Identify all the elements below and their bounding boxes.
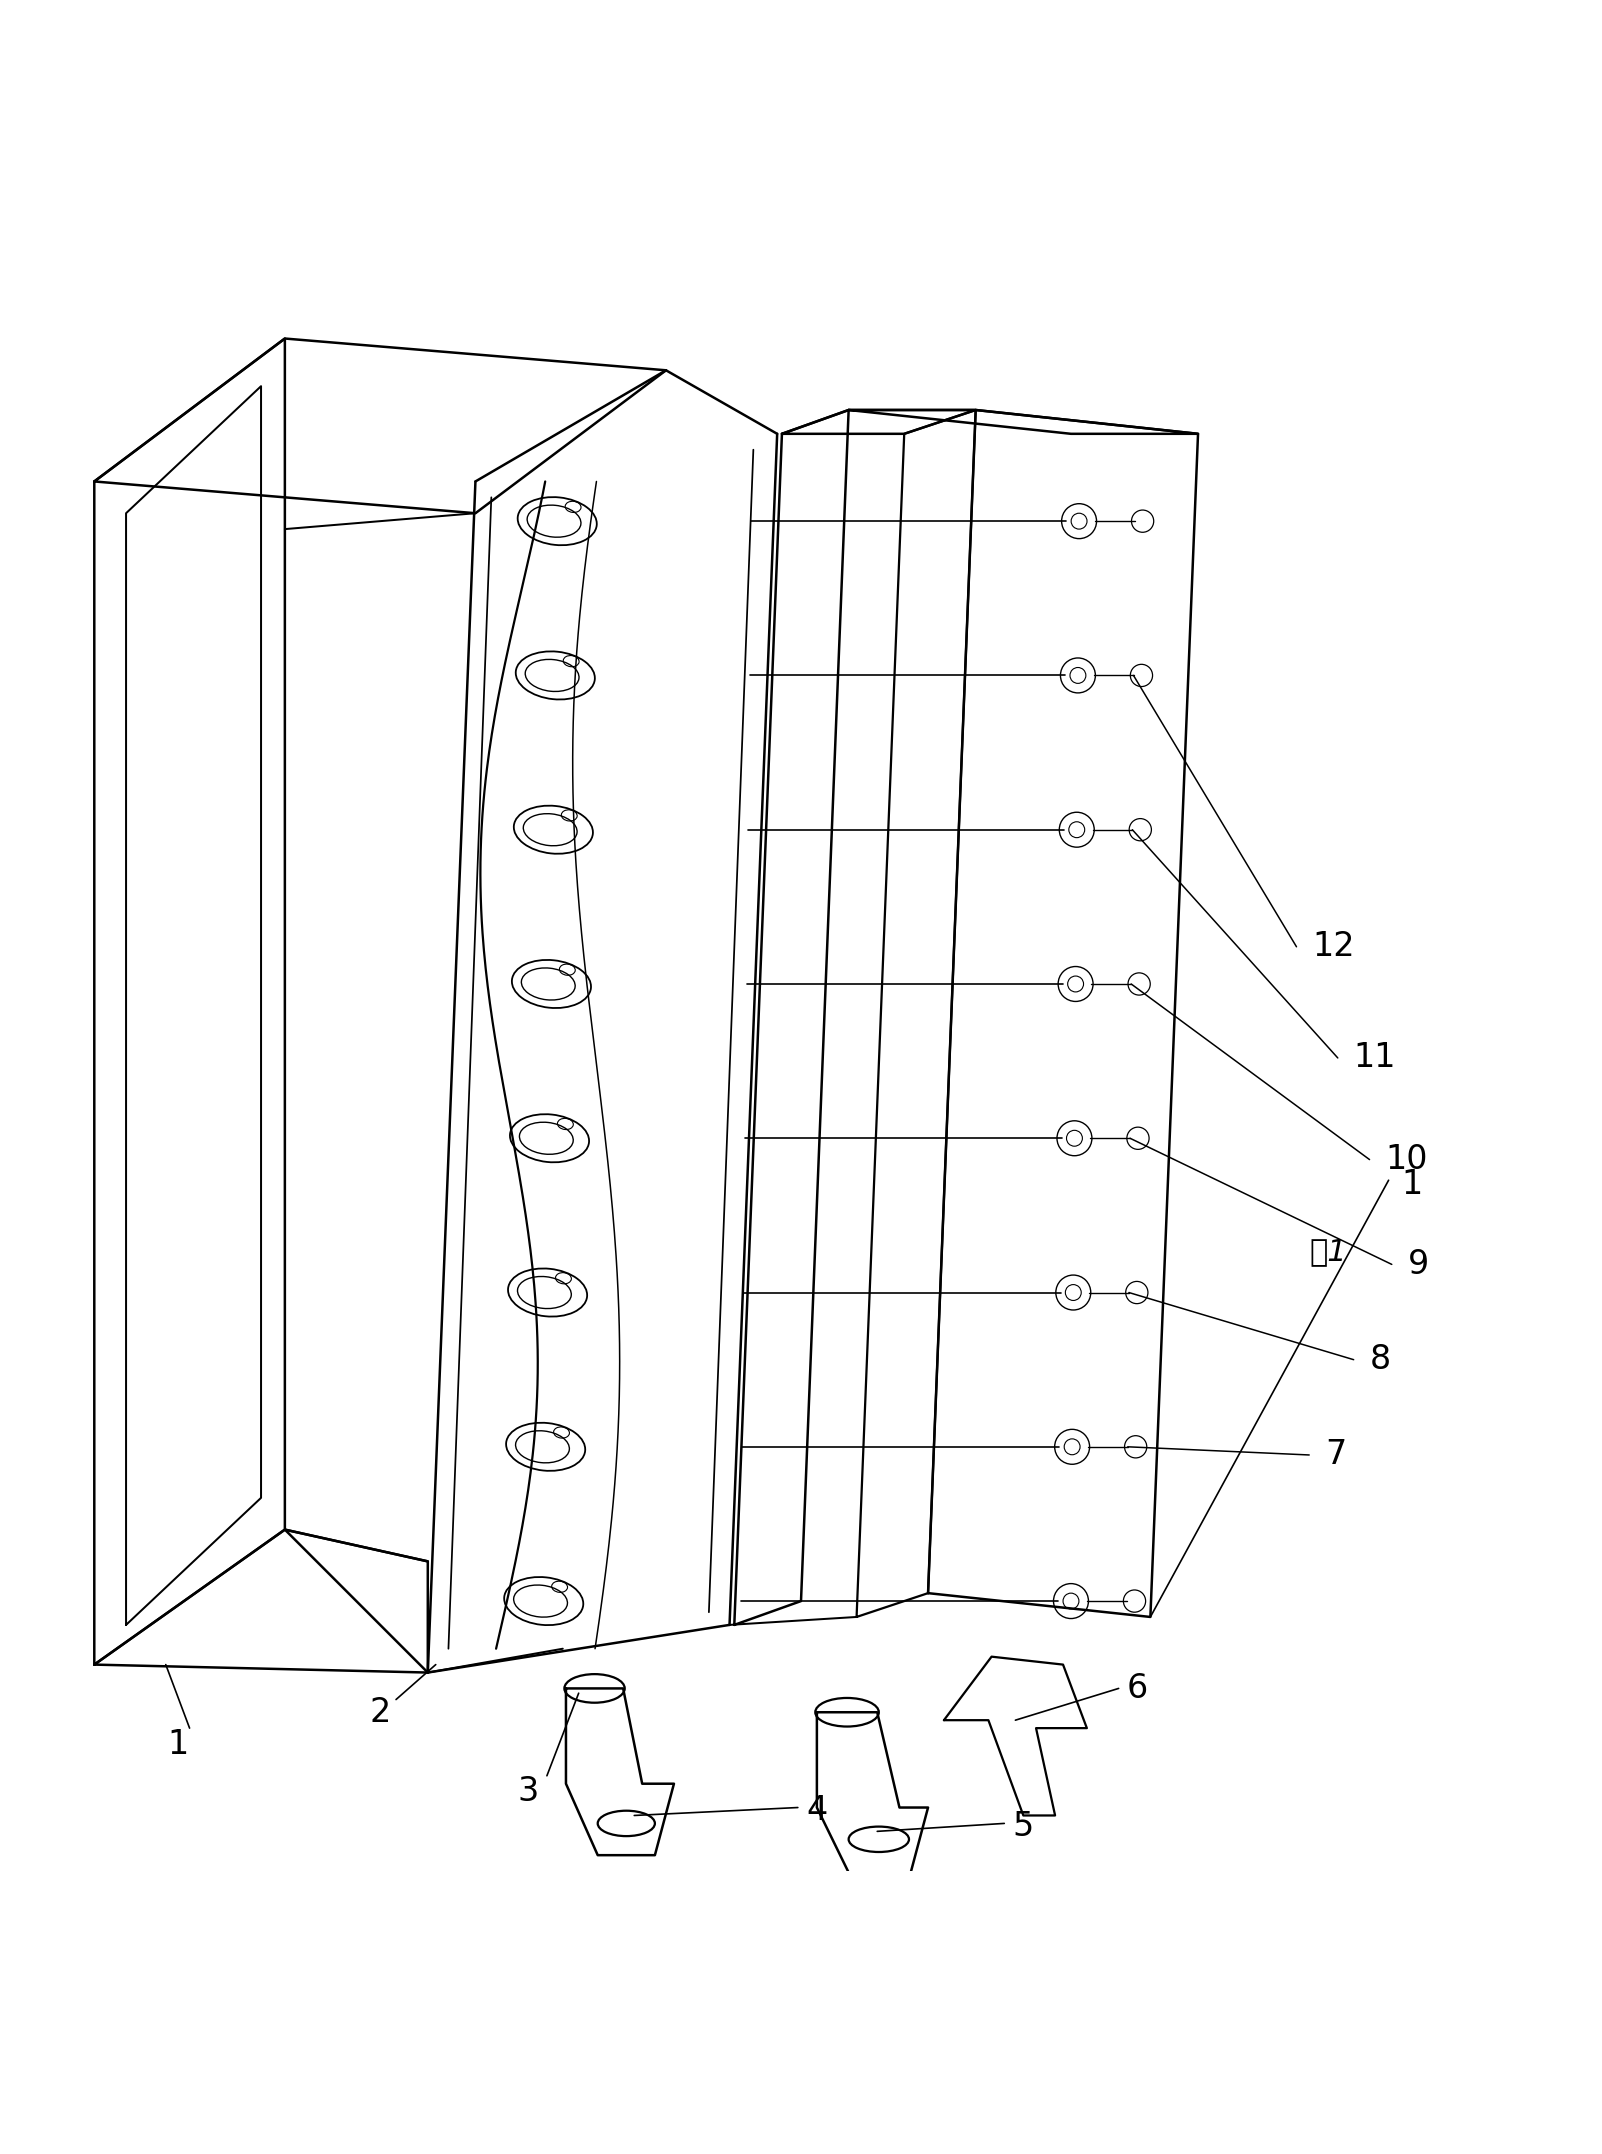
Text: 4: 4 xyxy=(806,1794,828,1827)
Text: 12: 12 xyxy=(1312,931,1355,963)
Text: 8: 8 xyxy=(1370,1344,1391,1376)
Text: 6: 6 xyxy=(1128,1672,1149,1706)
Text: 5: 5 xyxy=(1012,1809,1033,1844)
Text: 1: 1 xyxy=(1402,1167,1423,1202)
Text: 3: 3 xyxy=(517,1775,538,1807)
Text: 1: 1 xyxy=(168,1728,189,1760)
Text: 7: 7 xyxy=(1325,1439,1346,1471)
Text: 11: 11 xyxy=(1354,1040,1397,1075)
Text: 9: 9 xyxy=(1408,1247,1429,1282)
Text: 2: 2 xyxy=(370,1695,391,1730)
Text: 10: 10 xyxy=(1386,1144,1427,1176)
Text: 图1: 图1 xyxy=(1309,1236,1347,1267)
